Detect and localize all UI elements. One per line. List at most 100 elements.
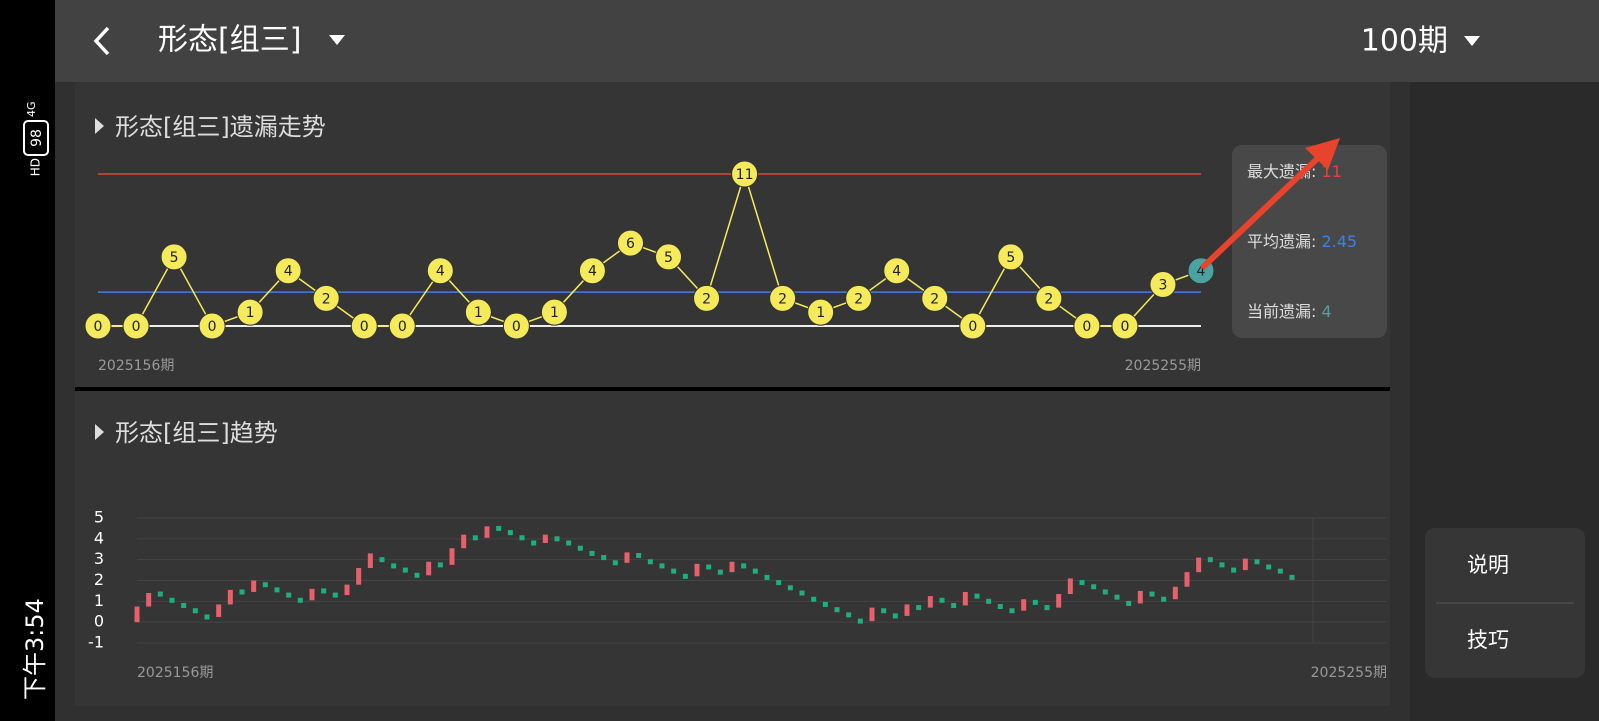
down-dot xyxy=(1149,591,1155,597)
stats-box xyxy=(1232,145,1387,338)
section-icon xyxy=(95,424,104,440)
point-label: 0 xyxy=(94,319,103,335)
down-dot xyxy=(437,562,443,568)
omission-point xyxy=(769,284,797,312)
omission-point xyxy=(350,312,378,340)
up-candle xyxy=(1184,572,1190,587)
down-dot xyxy=(787,585,793,591)
down-dot xyxy=(1277,568,1283,574)
battery-icon xyxy=(23,120,49,156)
point-label: 5 xyxy=(1006,250,1015,266)
down-dot xyxy=(286,592,292,598)
omission-point xyxy=(502,312,530,340)
down-dot xyxy=(1219,562,1225,568)
annotation-arrow xyxy=(1199,138,1340,271)
down-dot xyxy=(682,573,688,579)
down-dot xyxy=(1126,600,1132,606)
down-dot xyxy=(519,535,525,541)
omission-point xyxy=(426,257,454,285)
down-dot xyxy=(659,563,665,569)
point-label: 2 xyxy=(702,291,711,307)
up-candle xyxy=(367,553,373,568)
up-candle xyxy=(869,607,875,622)
stat-row: 平均遗漏: 2.45 xyxy=(1247,232,1357,251)
point-label: 1 xyxy=(474,305,483,321)
down-dot xyxy=(1009,608,1015,614)
button[interactable]: 说明 xyxy=(1467,553,1509,577)
down-dot xyxy=(717,569,723,575)
omission-point xyxy=(388,312,416,340)
point-label: 4 xyxy=(1197,264,1206,280)
period-select[interactable]: 100期 xyxy=(1361,24,1448,59)
omission-point xyxy=(578,257,606,285)
point-label: 2 xyxy=(322,291,331,307)
down-dot xyxy=(811,596,817,602)
down-dot xyxy=(181,603,187,608)
y-tick-label: 3 xyxy=(94,549,104,568)
point-label: 1 xyxy=(550,305,559,321)
back-button[interactable] xyxy=(93,26,110,56)
point-label: 0 xyxy=(208,319,217,335)
down-dot xyxy=(601,555,607,561)
down-dot xyxy=(332,592,338,598)
point-label: 1 xyxy=(246,305,255,321)
dropdown-icon[interactable] xyxy=(329,35,345,45)
up-candle xyxy=(134,606,140,623)
up-candle xyxy=(227,589,233,605)
down-dot xyxy=(671,568,677,574)
down-dot xyxy=(764,574,770,580)
down-dot xyxy=(531,540,537,546)
down-dot xyxy=(799,590,805,596)
up-candle xyxy=(694,563,700,577)
point-label: 0 xyxy=(1082,319,1091,335)
down-dot xyxy=(496,525,502,531)
omission-point xyxy=(1149,271,1177,299)
battery: 98 xyxy=(29,129,45,147)
point-label: 3 xyxy=(1159,278,1168,294)
down-dot xyxy=(892,613,898,619)
point-label: 1 xyxy=(816,305,825,321)
omission-point xyxy=(845,284,873,312)
omission-point xyxy=(464,298,492,326)
down-dot xyxy=(1079,580,1085,586)
dropdown-icon[interactable] xyxy=(1464,36,1480,46)
down-dot xyxy=(554,536,560,542)
up-candle xyxy=(449,548,455,565)
omission-point xyxy=(921,284,949,312)
down-dot xyxy=(589,550,595,556)
stat-label: 平均遗漏: xyxy=(1247,232,1321,251)
omission-point xyxy=(655,243,683,271)
omission-point xyxy=(84,312,112,340)
down-dot xyxy=(566,540,572,546)
button[interactable]: 技巧 xyxy=(1467,628,1509,652)
up-candle xyxy=(484,526,490,538)
y-tick-label: 1 xyxy=(94,591,104,610)
down-dot xyxy=(204,614,210,620)
header-title[interactable]: 形态[组三] xyxy=(158,23,301,58)
status-items: 下午3:54 98 4G HD xyxy=(21,101,49,700)
point-label: 0 xyxy=(398,319,407,335)
up-candle xyxy=(251,580,257,592)
down-dot xyxy=(706,564,712,570)
down-dot xyxy=(1114,594,1120,600)
down-dot xyxy=(647,559,653,565)
x-label: 2025156期 xyxy=(137,665,213,681)
down-dot xyxy=(1091,584,1097,590)
omission-point xyxy=(122,312,150,340)
point-label: 0 xyxy=(1120,319,1129,335)
omission-point xyxy=(540,298,568,326)
card xyxy=(75,391,1390,706)
card xyxy=(75,82,1390,387)
omission-point xyxy=(198,312,226,340)
chart-marks: 0 2025156期 0 5 0 1 4 2 0 0 4 1 0 1 4 6 5 2 11 2 1 2 4 2 0 5 2 0 0 3 4 2… xyxy=(84,160,1387,681)
y-tick-label: 0 xyxy=(94,612,104,631)
point-label: 2 xyxy=(778,291,787,307)
down-dot xyxy=(1032,599,1038,605)
up-candle xyxy=(1067,578,1073,595)
down-dot xyxy=(1044,605,1050,611)
down-dot xyxy=(916,605,922,611)
up-candle xyxy=(216,604,222,617)
omission-point xyxy=(160,243,188,271)
down-dot xyxy=(262,582,268,588)
